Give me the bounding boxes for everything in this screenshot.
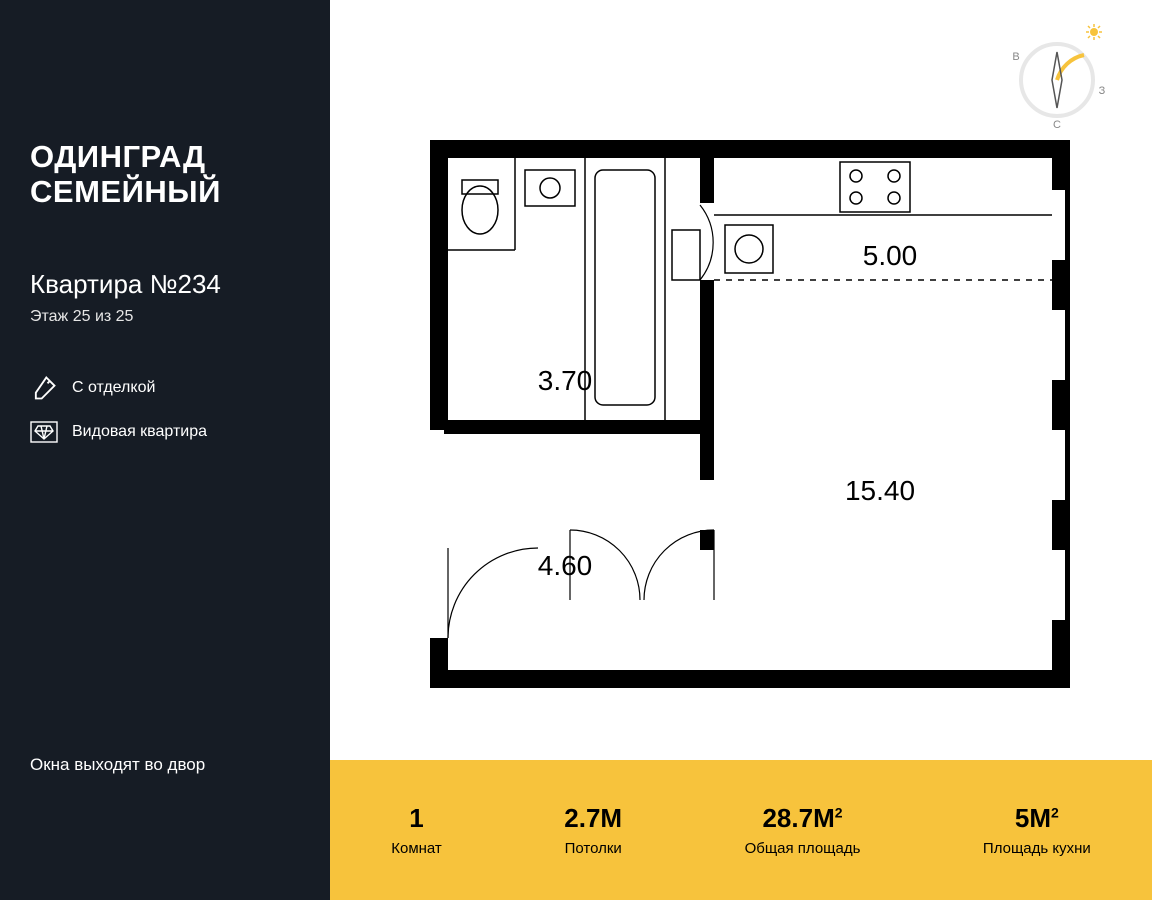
floorplan: 3.70 5.00 15.40 4.60 — [400, 130, 1100, 700]
stat-unit: М — [600, 803, 622, 833]
stat-label: Площадь кухни — [983, 840, 1091, 857]
stat-total-area: 28.7М2 Общая площадь — [745, 803, 861, 857]
stat-value: 1 — [409, 803, 423, 833]
brush-icon — [30, 376, 58, 400]
stat-ceiling: 2.7М Потолки — [564, 803, 622, 857]
sidebar: ОДИНГРАД СЕМЕЙНЫЙ Квартира №234 Этаж 25 … — [0, 0, 330, 900]
room-area-bathroom: 3.70 — [538, 365, 593, 396]
apartment-block: Квартира №234 Этаж 25 из 25 — [30, 269, 300, 326]
floor-info: Этаж 25 из 25 — [30, 308, 300, 326]
project-title: ОДИНГРАД СЕМЕЙНЫЙ — [30, 140, 300, 209]
stat-label: Комнат — [391, 840, 442, 857]
apartment-number: Квартира №234 — [30, 269, 300, 300]
main-area: С В З — [330, 0, 1152, 900]
stat-value: 28.7 — [762, 803, 813, 833]
stat-label: Общая площадь — [745, 840, 861, 857]
project-title-line2: СЕМЕЙНЫЙ — [30, 175, 300, 210]
feature-label: С отделкой — [72, 379, 155, 397]
diamond-icon — [30, 420, 58, 444]
stats-bar: 1 Комнат 2.7М Потолки 28.7М2 Общая площа… — [330, 760, 1152, 900]
feature-label: Видовая квартира — [72, 423, 207, 441]
feature-finish: С отделкой — [30, 376, 300, 400]
compass: С В З — [1002, 20, 1112, 130]
stat-value: 2.7 — [564, 803, 600, 833]
compass-n: С — [1053, 119, 1061, 130]
room-area-hall: 4.60 — [538, 550, 593, 581]
feature-list: С отделкой Видовая квартира — [30, 376, 300, 444]
stat-rooms: 1 Комнат — [391, 803, 442, 857]
compass-w: З — [1099, 85, 1106, 97]
stat-kitchen-area: 5М2 Площадь кухни — [983, 803, 1091, 857]
room-area-living: 15.40 — [845, 475, 915, 506]
room-area-kitchen: 5.00 — [863, 240, 918, 271]
compass-e: В — [1012, 51, 1019, 63]
stat-label: Потолки — [564, 840, 622, 857]
stat-value: 5 — [1015, 803, 1029, 833]
windows-note: Окна выходят во двор — [30, 755, 205, 775]
project-title-line1: ОДИНГРАД — [30, 140, 300, 175]
feature-view: Видовая квартира — [30, 420, 300, 444]
